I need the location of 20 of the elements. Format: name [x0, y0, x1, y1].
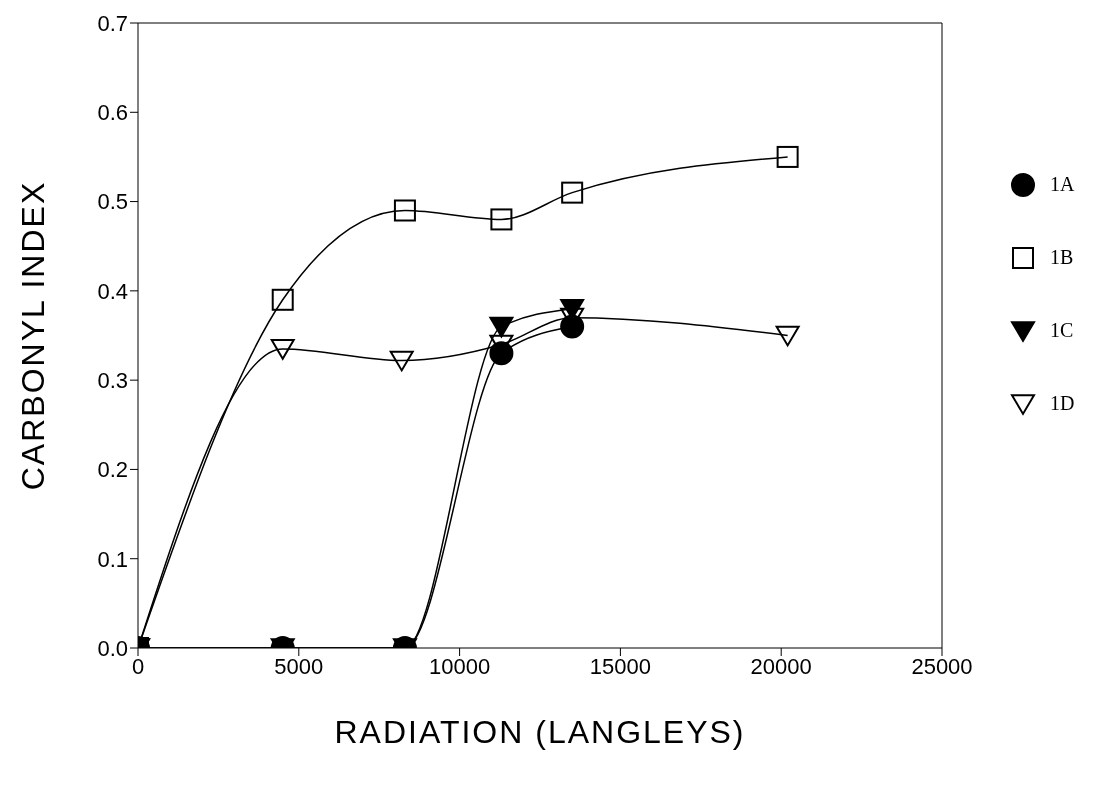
legend-label: 1C — [1050, 319, 1074, 342]
legend-label: 1D — [1050, 392, 1075, 415]
y-tick-label: 0.4 — [97, 278, 128, 304]
y-tick-label: 0.2 — [97, 457, 128, 483]
x-tick-label: 10000 — [429, 653, 491, 679]
legend-label: 1B — [1050, 246, 1074, 269]
y-tick-label: 0.6 — [97, 100, 128, 126]
y-tick-label: 0.7 — [97, 10, 128, 36]
y-axis-title: CARBONYL INDEX — [15, 180, 52, 491]
y-tick-label: 0.3 — [97, 367, 128, 393]
y-tick-label: 0.0 — [97, 635, 128, 661]
x-tick-label: 20000 — [750, 653, 812, 679]
x-tick-label: 15000 — [589, 653, 651, 679]
legend-label: 1A — [1050, 173, 1075, 196]
y-tick-label: 0.5 — [97, 189, 128, 215]
x-tick-label: 0 — [131, 653, 145, 679]
x-axis-title: RADIATION (LANGLEYS) — [334, 714, 746, 750]
x-tick-label: 5000 — [274, 653, 324, 679]
y-tick-label: 0.1 — [97, 546, 128, 572]
x-tick-label: 25000 — [911, 653, 973, 679]
